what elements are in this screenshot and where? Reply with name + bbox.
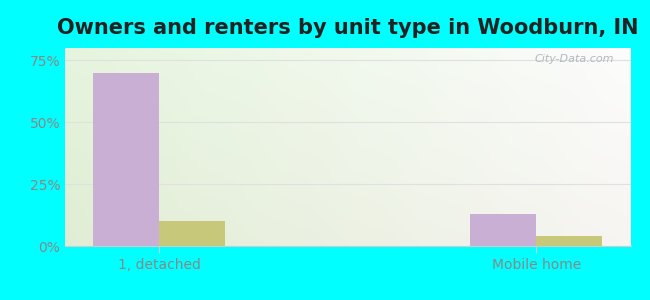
Bar (159, 221, 225, 246)
Bar (536, 236, 602, 246)
Bar (471, 214, 536, 246)
Title: Owners and renters by unit type in Woodburn, IN: Owners and renters by unit type in Woodb… (57, 18, 638, 38)
Bar (94, 73, 159, 246)
Text: City-Data.com: City-Data.com (534, 54, 614, 64)
Legend: Owner occupied units, Renter occupied units: Owner occupied units, Renter occupied un… (165, 296, 530, 300)
